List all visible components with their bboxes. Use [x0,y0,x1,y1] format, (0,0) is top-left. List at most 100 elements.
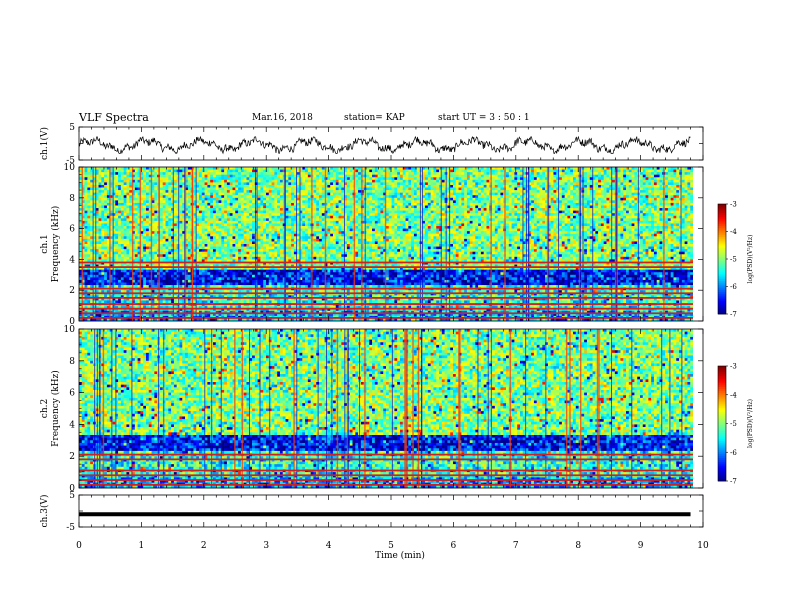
spectrogram-cell [355,208,358,211]
spectrogram-cell [643,182,646,185]
spectrogram-cell [249,221,252,224]
spectrogram-cell [643,213,646,216]
spectrogram-cell [207,177,210,180]
spectrogram-cell [682,167,685,170]
spectrogram-cell [629,216,632,219]
spectrogram-cell [453,182,456,185]
spectrogram-cell [456,177,459,180]
spectrogram-cell [484,175,487,178]
spectrogram-cell [551,185,554,188]
spectrogram-cell [386,195,389,198]
spectrogram-cell [467,185,470,188]
spectrogram-cell [565,203,568,206]
spectrogram-cell [565,195,568,198]
spectrogram-cell [587,211,590,214]
spectrogram-cell [378,172,381,175]
spectrogram-cell [676,200,679,203]
spectrogram-cell [690,177,693,180]
spectrogram-cell [99,195,102,198]
spectrogram-cell [512,195,515,198]
spectrogram-cell [540,193,543,196]
spectrogram-cell [646,195,649,198]
spectrogram-cell [101,170,104,173]
spectrogram-cell [221,190,224,193]
spectrogram-cell [372,180,375,183]
spectrogram-cell [174,195,177,198]
spectrogram-cell [428,221,431,224]
spectrogram-cell [394,198,397,201]
spectrogram-cell [179,198,182,201]
spectrogram-cell [258,188,261,191]
spectrogram-cell [473,185,476,188]
spectrogram-cell [339,198,342,201]
spectrogram-cell [210,175,213,178]
spectrogram-cell [124,211,127,214]
spectrogram-cell [492,180,495,183]
spectrogram-cell [171,211,174,214]
spectrogram-cell [417,218,420,221]
spectrogram-cell [406,198,409,201]
spectrogram-cell [478,198,481,201]
spectrogram-cell [604,216,607,219]
spectrogram-cell [531,188,534,191]
spectrogram-cell [372,200,375,203]
spectrogram-cell [646,185,649,188]
spectrogram-cell [668,175,671,178]
spectrogram-cell [369,198,372,201]
spectrogram-cell [654,170,657,173]
spectrogram-cell [230,195,233,198]
spectrogram-cell [121,213,124,216]
spectrogram-cell [534,216,537,219]
spectrogram-cell [196,221,199,224]
spectrogram-cell [392,200,395,203]
spectrogram-cell [450,203,453,206]
spectrogram-cell [486,203,489,206]
spectrogram-cell [606,175,609,178]
spectrogram-cell [687,200,690,203]
spectrogram-cell [648,180,651,183]
spectrogram-cell [355,177,358,180]
spectrogram-cell [682,188,685,191]
spectrogram-cell [221,193,224,196]
spectrogram-cell [375,213,378,216]
spectrogram-cell [492,203,495,206]
spectrogram-cell [121,190,124,193]
spectrogram-cell [286,203,289,206]
spectrogram-cell [124,175,127,178]
spectrogram-cell [400,206,403,209]
spectrogram-cell [386,208,389,211]
spectrogram-cell [397,211,400,214]
spectrogram-cell [213,203,216,206]
spectrogram-cell [682,195,685,198]
spectrogram-cell [431,195,434,198]
spectrogram-cell [221,216,224,219]
spectrogram-cell [124,198,127,201]
spectrogram-cell [221,213,224,216]
spectrogram-cell [297,182,300,185]
spectrogram-cell [626,193,629,196]
spectrogram-cell [394,175,397,178]
spectrogram-cell [85,190,88,193]
spectrogram-cell [403,170,406,173]
spectrogram-cell [168,200,171,203]
spectrogram-cell [115,208,118,211]
spectrogram-cell [623,193,626,196]
spectrogram-cell [216,188,219,191]
spectrogram-cell [154,211,157,214]
spectrogram-cell [288,213,291,216]
spectrogram-cell [604,195,607,198]
spectrogram-cell [634,177,637,180]
spectrogram-cell [660,198,663,201]
spectrogram-cell [620,177,623,180]
spectrogram-cell [99,172,102,175]
spectrogram-cell [531,198,534,201]
spectrogram-cell [322,213,325,216]
spectrogram-cell [246,211,249,214]
spectrogram-cell [601,188,604,191]
spectrogram-cell [486,213,489,216]
spectrogram-cell [425,203,428,206]
spectrogram-cell [461,172,464,175]
spectrogram-cell [400,180,403,183]
spectrogram-cell [456,172,459,175]
spectrogram-cell [595,182,598,185]
